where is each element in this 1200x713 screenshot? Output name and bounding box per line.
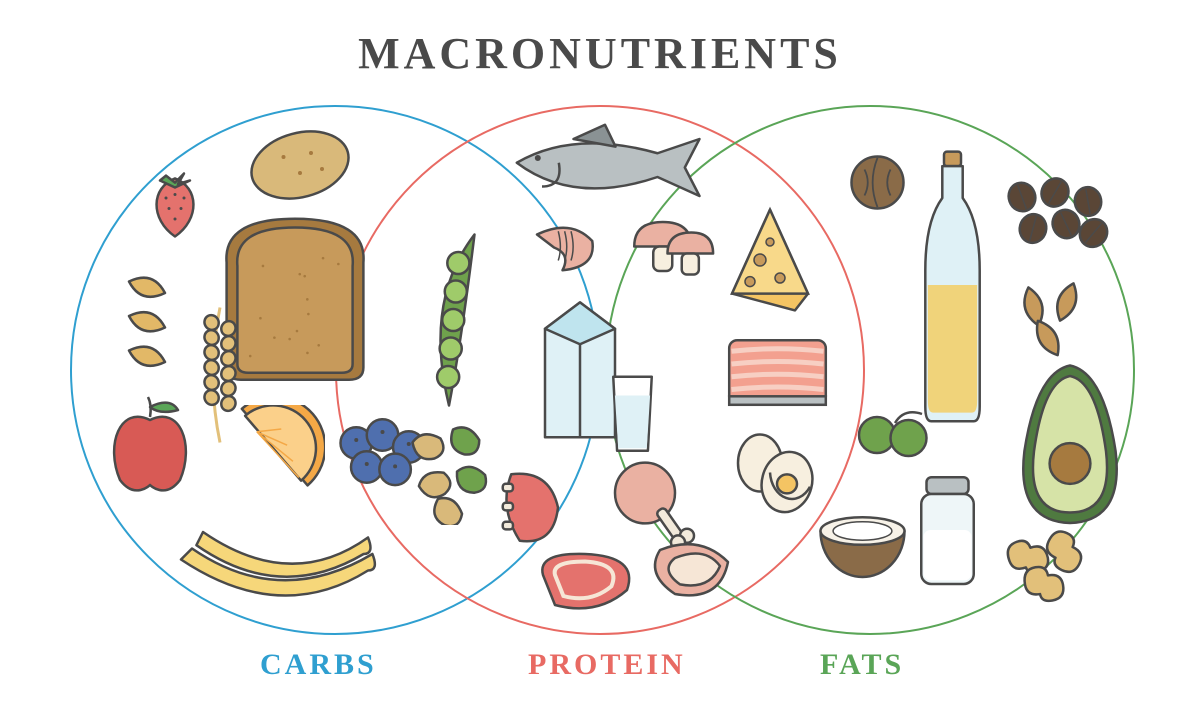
page-title: MACRONUTRIENTS — [0, 28, 1200, 79]
food-coconut — [810, 485, 915, 600]
label-fats: FATS — [820, 648, 904, 682]
food-rib — [490, 460, 575, 555]
food-banana — [170, 510, 390, 620]
food-potato — [245, 125, 355, 205]
food-orange — [215, 405, 325, 515]
food-peanuts — [995, 520, 1105, 605]
food-chicken-breast — [640, 530, 740, 610]
food-milk-glass — [605, 370, 660, 455]
food-pasta — [105, 270, 185, 385]
food-oil-bottle — [910, 140, 995, 430]
food-coffee-beans — [1000, 170, 1110, 260]
food-strawberry — [145, 170, 205, 240]
food-apple — [100, 395, 200, 495]
food-pea-pod — [415, 225, 500, 415]
label-protein: PROTEIN — [528, 648, 686, 682]
food-almonds — [1005, 275, 1100, 365]
food-olives — [850, 405, 940, 465]
food-cheese — [720, 200, 820, 320]
food-steak — [525, 545, 645, 620]
food-avocado — [1010, 355, 1130, 530]
food-walnut — [845, 150, 910, 215]
food-salmon — [720, 330, 835, 415]
food-jar — [910, 470, 985, 590]
food-fish — [500, 120, 710, 215]
food-shrimp — [520, 215, 605, 280]
label-carbs: CARBS — [260, 648, 377, 682]
food-mushrooms — [620, 215, 715, 285]
